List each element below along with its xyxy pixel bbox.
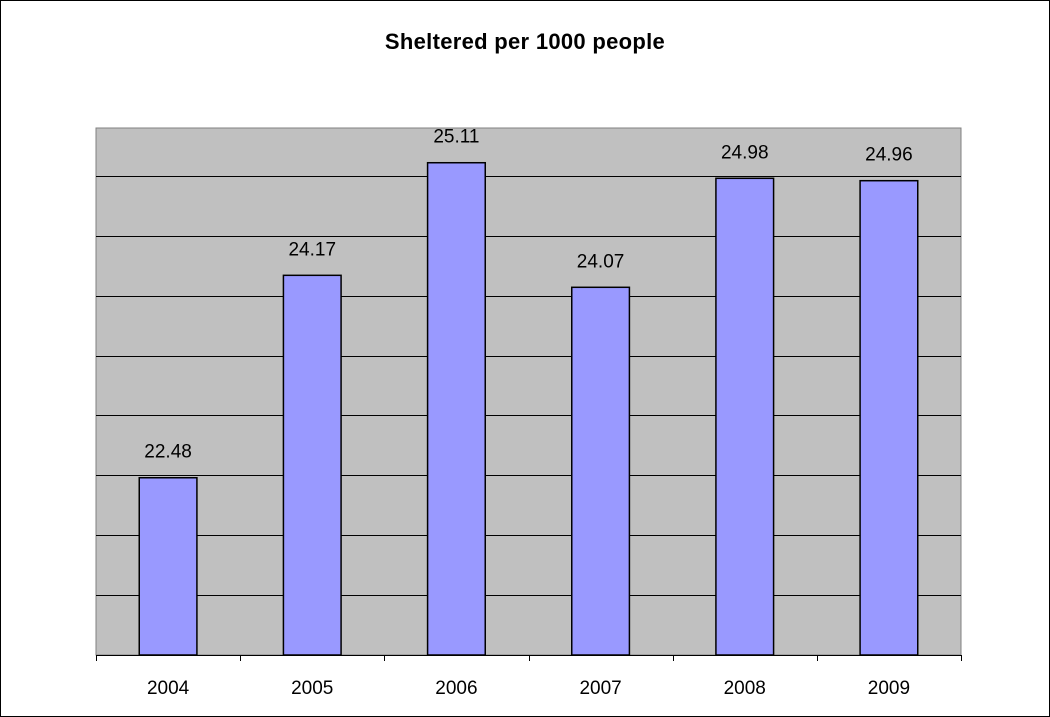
- data-label-2009: 24.96: [865, 145, 913, 166]
- data-label-2005: 24.17: [288, 239, 336, 260]
- x-tick-label-2005: 2005: [291, 678, 333, 699]
- bar-2009: [859, 179, 919, 656]
- bar-2008: [715, 177, 775, 656]
- x-tick-label-2007: 2007: [579, 678, 621, 699]
- data-label-2008: 24.98: [721, 142, 769, 163]
- data-label-2007: 24.07: [577, 251, 625, 272]
- bar-2004: [138, 476, 198, 656]
- bars: [138, 161, 919, 656]
- bar-2007: [571, 286, 631, 656]
- x-tick-label-2009: 2009: [868, 678, 910, 699]
- x-tick-label-2008: 2008: [724, 678, 766, 699]
- x-tick-label-2004: 2004: [147, 678, 190, 699]
- gridlines: [96, 176, 961, 596]
- plot-area: [95, 127, 962, 656]
- bar-2006: [426, 161, 487, 656]
- data-label-2004: 22.48: [144, 442, 192, 463]
- data-labels: 22.48 24.17 25.11 24.07 24.98 24.96: [144, 127, 912, 463]
- x-tick-label-2006: 2006: [435, 678, 477, 699]
- bar-2005: [282, 274, 342, 656]
- chart-title: Sheltered per 1000 people: [384, 29, 666, 54]
- x-axis: 2004 2005 2006 2007 2008 2009: [96, 655, 962, 699]
- data-label-2006: 25.11: [433, 127, 479, 148]
